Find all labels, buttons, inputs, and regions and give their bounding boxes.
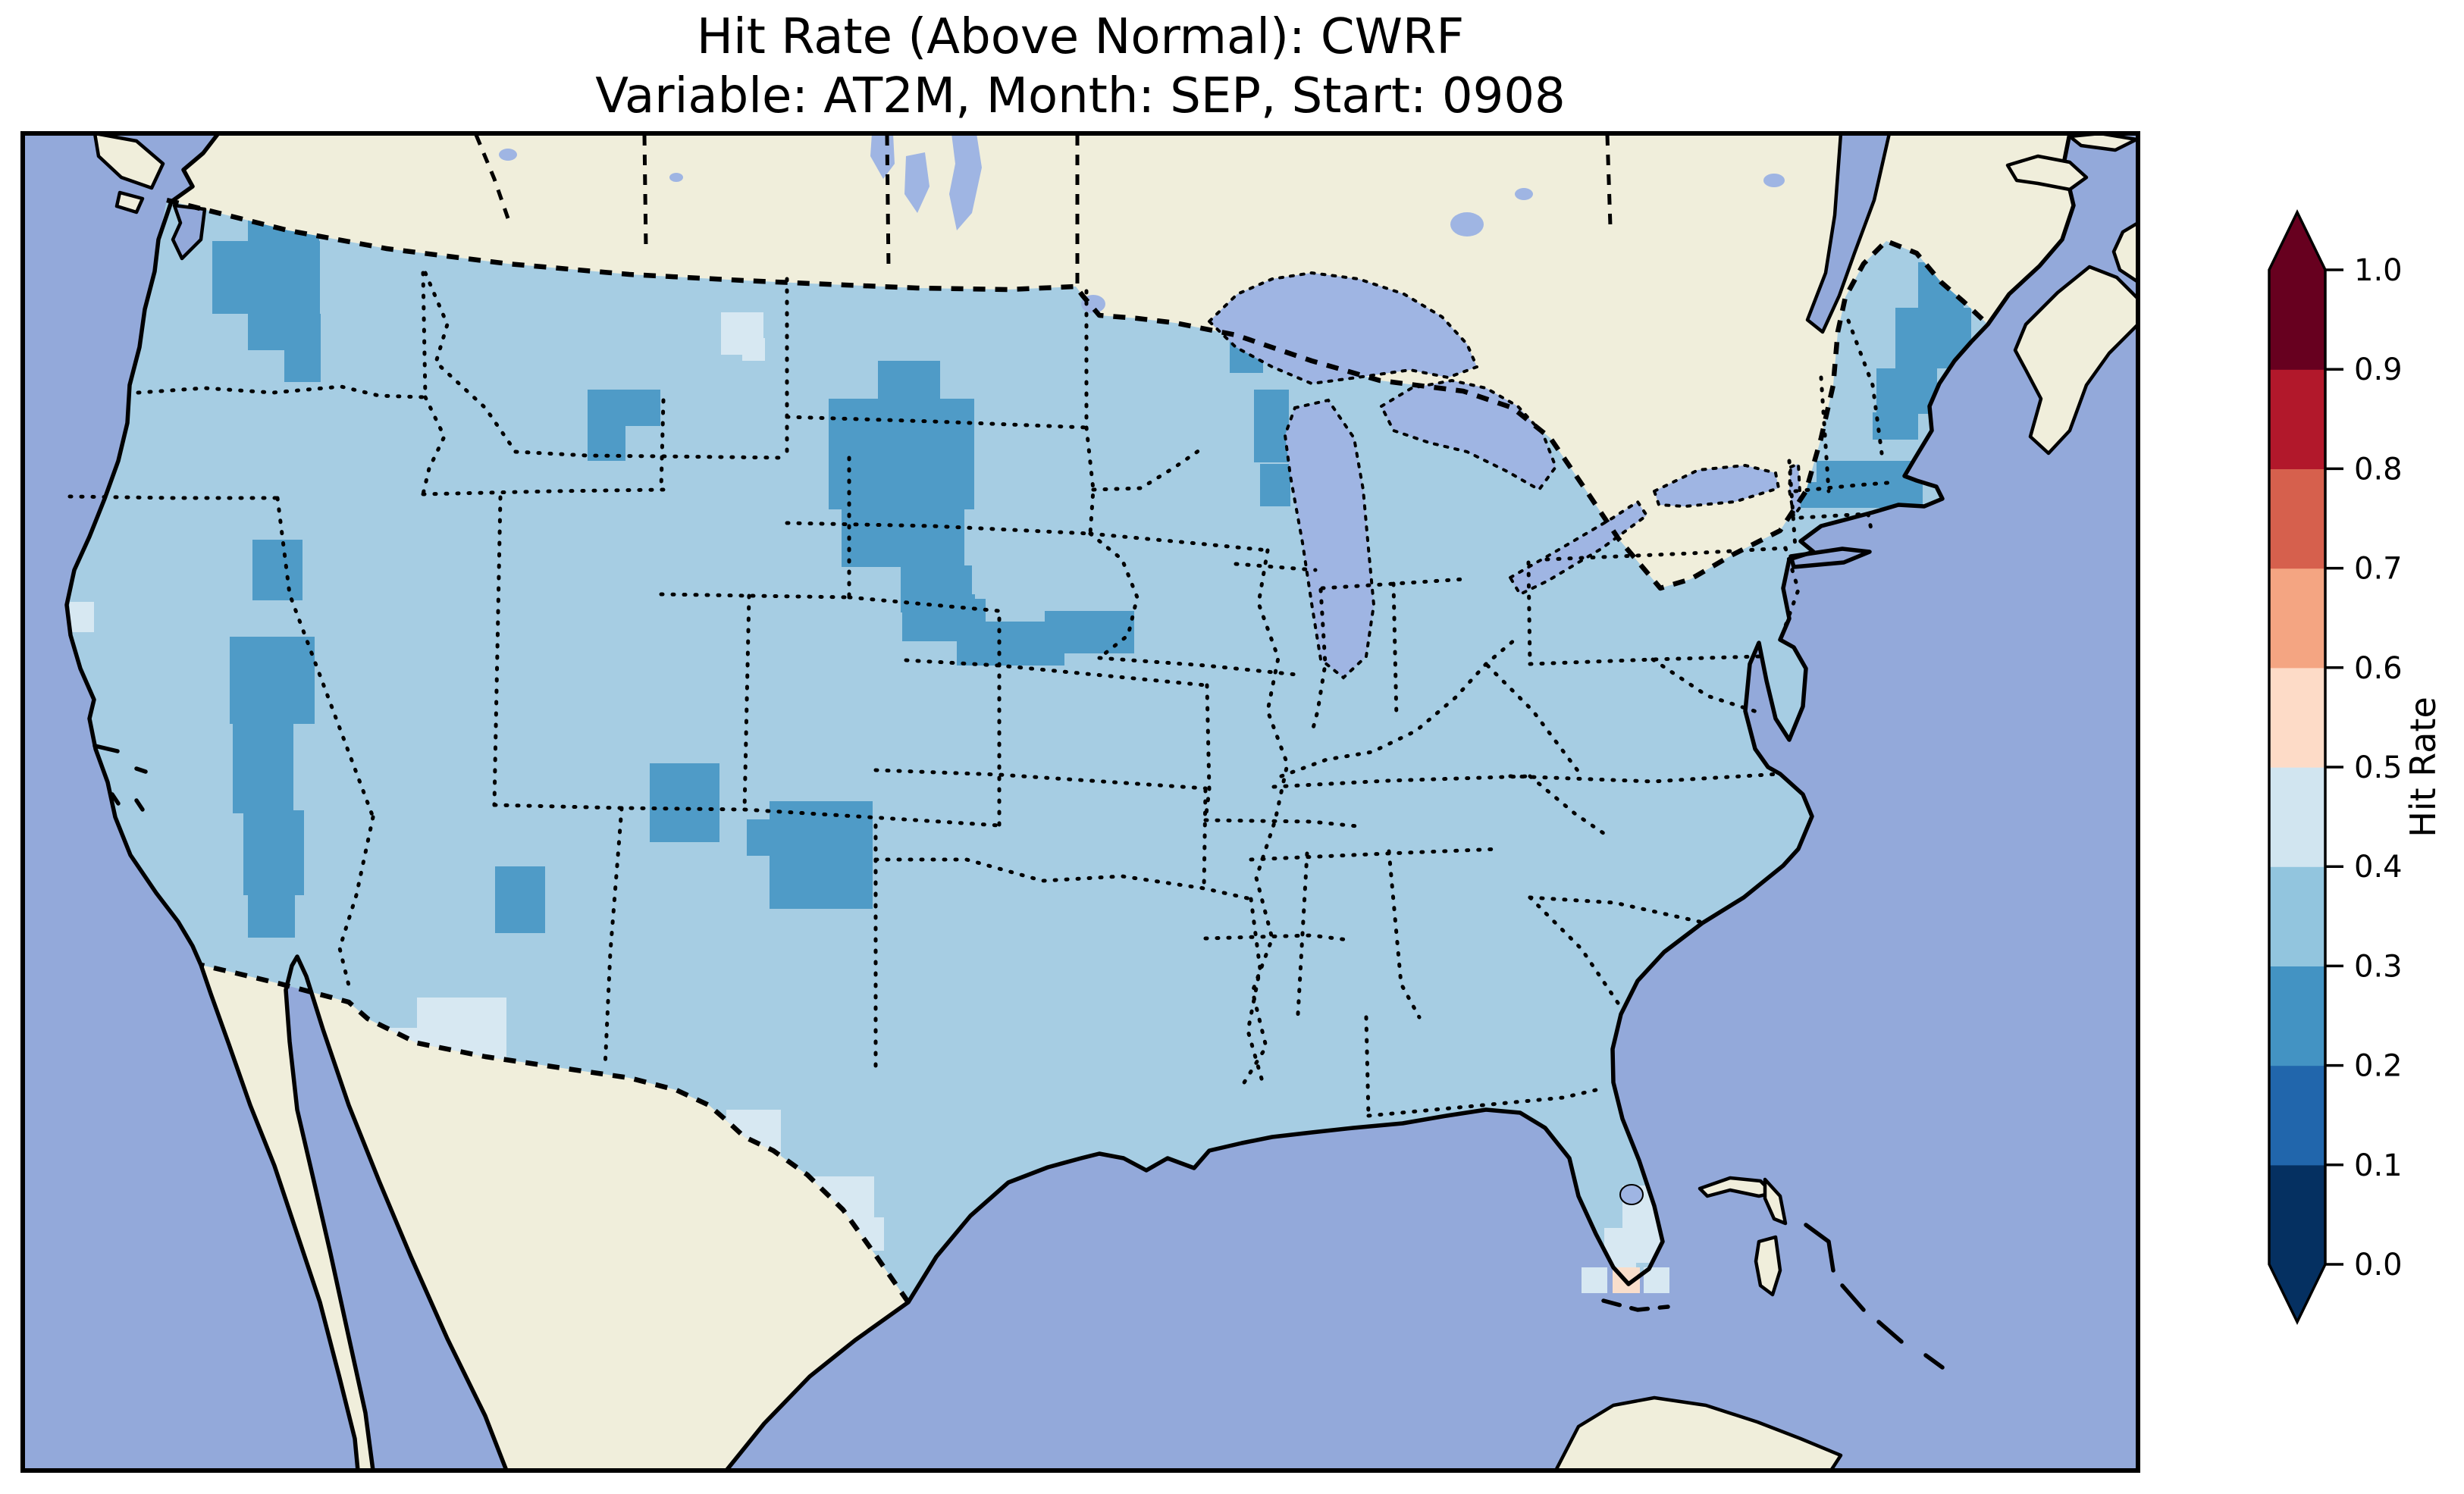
colorbar-band-2 bbox=[2269, 966, 2325, 1066]
colorbar-tick-label: 0.9 bbox=[2354, 352, 2403, 387]
colorbar-tick-label: 0.1 bbox=[2354, 1148, 2403, 1183]
plot-title: Hit Rate (Above Normal): CWRF bbox=[697, 9, 1464, 65]
long-island bbox=[1788, 547, 1872, 569]
us-mexico-border bbox=[200, 962, 911, 1304]
colorbar-tick-label: 0.5 bbox=[2354, 750, 2403, 785]
colorbar-tick-label: 0.2 bbox=[2354, 1049, 2403, 1084]
great-lakes bbox=[1207, 271, 1803, 1205]
colorbar-tick-label: 0.7 bbox=[2354, 552, 2403, 587]
canada-province-borders bbox=[474, 134, 1613, 290]
st-lawrence-river bbox=[1805, 133, 1892, 334]
plot-subtitle: Variable: AT2M, Month: SEP, Start: 0908 bbox=[595, 68, 1566, 124]
map-axes bbox=[20, 131, 2140, 1473]
colorbar-band-0 bbox=[2269, 1164, 2325, 1265]
colorbar-band-5 bbox=[2269, 667, 2325, 768]
colorbar-tick-label: 1.0 bbox=[2354, 253, 2403, 288]
us-hit-rate-field-base bbox=[67, 200, 1988, 1302]
lake-superior bbox=[1207, 271, 1479, 386]
colorbar-tick-label: 0.6 bbox=[2354, 651, 2403, 686]
canada-lakes bbox=[499, 133, 2045, 361]
colorbar-over-arrow bbox=[2269, 212, 2325, 270]
lake-michigan bbox=[1283, 398, 1376, 680]
map-frame bbox=[20, 131, 2140, 1473]
prince-edward-island bbox=[2005, 154, 2089, 192]
colorbar-band-7 bbox=[2269, 468, 2325, 569]
state-borders bbox=[67, 271, 1899, 1118]
florida-keys bbox=[1601, 1298, 1670, 1312]
colorbar-tick-label: 0.4 bbox=[2354, 850, 2403, 885]
hit-rate-patches-0.2-0.3 bbox=[212, 205, 1971, 938]
colorbar-tick-label: 0.3 bbox=[2354, 949, 2403, 984]
cape-breton bbox=[2111, 221, 2138, 284]
lake-huron bbox=[1379, 378, 1558, 492]
colorbar-axis-label: Hit Rate bbox=[2403, 697, 2444, 838]
lake-erie bbox=[1508, 500, 1649, 597]
colorbar-tick-label: 0.0 bbox=[2354, 1248, 2403, 1283]
lake-ontario bbox=[1652, 463, 1781, 509]
coastline bbox=[64, 133, 2076, 1471]
colorbar-band-4 bbox=[2269, 767, 2325, 867]
puget-sound bbox=[171, 203, 207, 261]
colorbar-tick-label: 0.8 bbox=[2354, 452, 2403, 487]
channel-islands bbox=[92, 744, 148, 812]
cuba bbox=[1553, 1395, 1843, 1471]
colorbar-band-1 bbox=[2269, 1065, 2325, 1166]
nova-scotia bbox=[2013, 265, 2138, 456]
colorbar: 1.0 0.9 0.8 0.7 0.6 0.5 0.4 0.3 0.2 0.1 0.0 bbox=[2268, 209, 2403, 1325]
colorbar-band-9 bbox=[2269, 270, 2325, 370]
colorbar-band-8 bbox=[2269, 369, 2325, 469]
bahamas bbox=[1698, 1176, 1945, 1370]
vancouver-island bbox=[92, 133, 165, 215]
lake-okeechobee bbox=[1619, 1184, 1644, 1205]
colorbar-band-6 bbox=[2269, 568, 2325, 669]
colorbar-under-arrow bbox=[2269, 1264, 2325, 1322]
colorbar-band-3 bbox=[2269, 866, 2325, 966]
